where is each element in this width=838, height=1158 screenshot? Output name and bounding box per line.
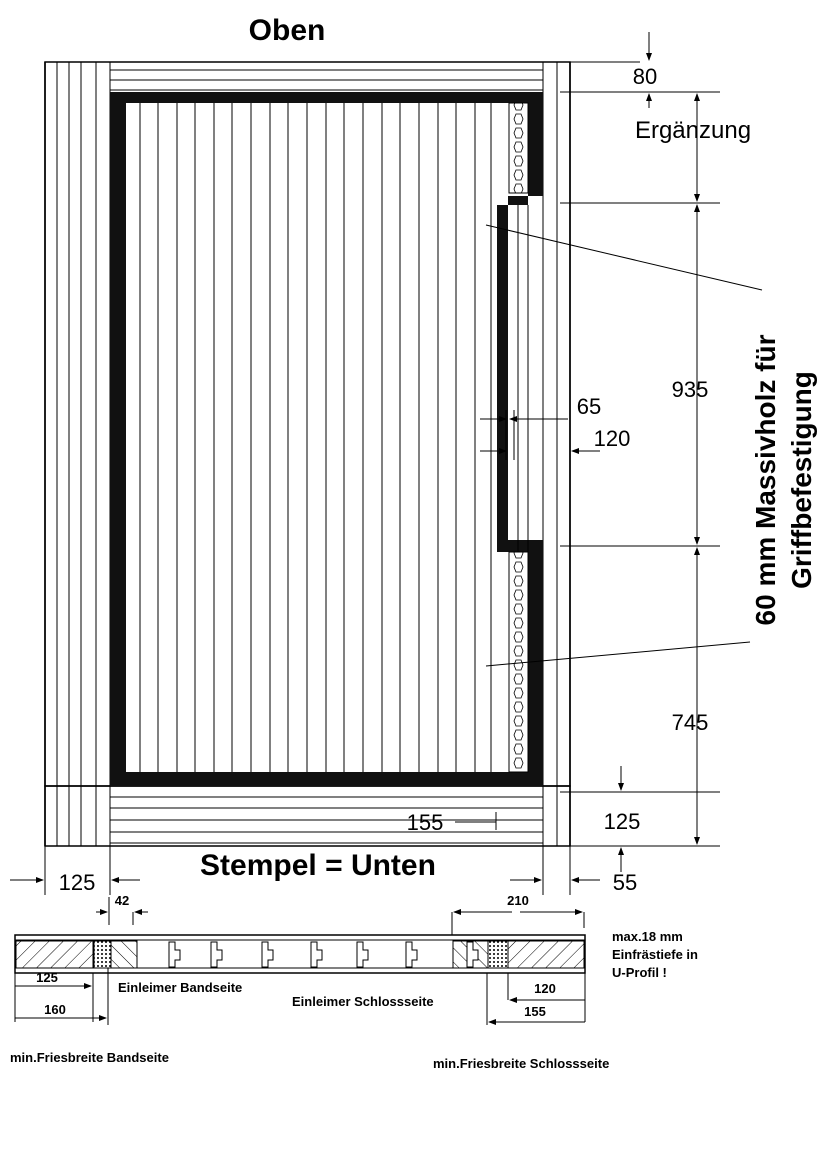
note-line1: max.18 mm (612, 929, 683, 944)
cross-section: 42 210 (10, 893, 698, 1071)
dim-height-lower: 745 (672, 710, 709, 735)
solid-wood-insert-upper (508, 102, 529, 194)
glue-band-label: Einleimer Bandseite (118, 980, 242, 995)
bottom-rail-grain (110, 796, 543, 844)
dim-top-rail: 80 (633, 64, 657, 89)
note-line2: Einfrästiefe in (612, 947, 698, 962)
dim-left-stile: 125 (59, 870, 96, 895)
massivholz-label-line1: 60 mm Massivholz für (750, 334, 781, 625)
section-dim-120: 120 (534, 981, 556, 996)
glue-lock-label: Einleimer Schlossseite (292, 994, 434, 1009)
dim-right-stile: 55 (613, 870, 637, 895)
dim-inner-65: 65 (577, 394, 601, 419)
bottom-label: Stempel = Unten (200, 849, 436, 882)
section-dim-42: 42 (115, 893, 129, 908)
dim-inner-120: 120 (594, 426, 631, 451)
bottom-dimensions (10, 846, 600, 895)
top-label: Oben (249, 14, 326, 47)
massivholz-label-line2: Griffbefestigung (786, 371, 817, 589)
dim-bottom-offset: 155 (407, 810, 444, 835)
min-lock-label: min.Friesbreite Schlossseite (433, 1056, 609, 1071)
right-dimensions (455, 32, 763, 872)
dim-height-upper: 935 (672, 377, 709, 402)
section-dim-125: 125 (36, 970, 58, 985)
ergaenzung-label: Ergänzung (635, 117, 751, 144)
section-dim-160: 160 (44, 1002, 66, 1017)
note-line3: U-Profil ! (612, 965, 667, 980)
min-band-label: min.Friesbreite Bandseite (10, 1050, 169, 1065)
panel-grain (139, 103, 492, 772)
top-rail-grain (110, 69, 543, 91)
section-dim-155: 155 (524, 1004, 546, 1019)
section-dim-210: 210 (507, 893, 529, 908)
door-elevation (44, 61, 571, 847)
dim-bottom-rail: 125 (604, 809, 641, 834)
